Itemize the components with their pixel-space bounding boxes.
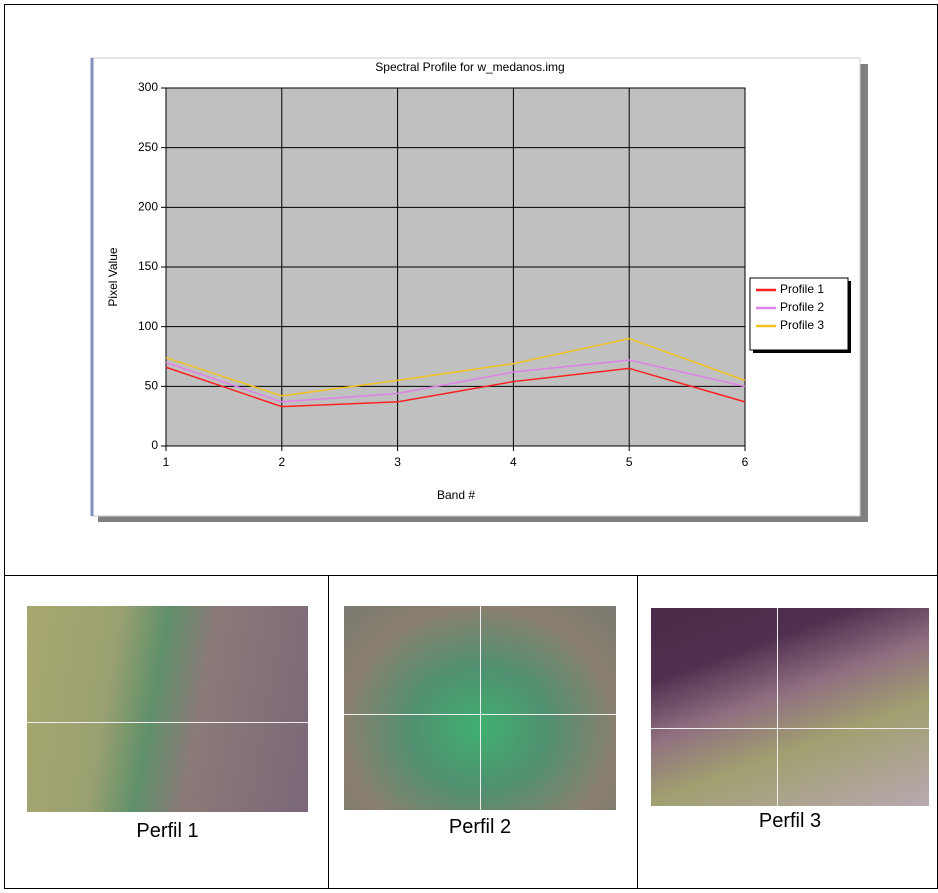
y-tick-label: 0 bbox=[151, 438, 158, 452]
y-tick-label: 300 bbox=[138, 80, 158, 94]
y-axis-label: Pixel Value bbox=[106, 247, 120, 306]
y-tick-label: 200 bbox=[138, 200, 158, 214]
x-tick-label: 4 bbox=[510, 455, 517, 469]
plot-border bbox=[165, 87, 746, 447]
y-tick-label: 150 bbox=[138, 259, 158, 273]
caption: Perfil 1 bbox=[136, 820, 199, 842]
series-line bbox=[165, 366, 746, 408]
x-tick-label: 6 bbox=[742, 455, 749, 469]
chart-title: Spectral Profile for w_medanos.img bbox=[375, 60, 564, 74]
legend-label: Profile 1 bbox=[780, 282, 824, 296]
x-tick-label: 1 bbox=[163, 455, 170, 469]
series-line bbox=[165, 359, 746, 403]
x-tick-label: 5 bbox=[626, 455, 633, 469]
satellite-image bbox=[651, 608, 929, 806]
caption: Perfil 3 bbox=[758, 810, 822, 832]
series-line bbox=[165, 337, 746, 397]
legend-label: Profile 2 bbox=[780, 300, 824, 314]
y-tick-label: 100 bbox=[138, 319, 158, 333]
satellite-image bbox=[344, 606, 616, 810]
y-tick-label: 50 bbox=[145, 379, 159, 393]
satellite-image bbox=[27, 606, 308, 812]
x-tick-label: 3 bbox=[394, 455, 401, 469]
y-tick-label: 250 bbox=[138, 140, 158, 154]
x-axis-label: Band # bbox=[437, 488, 475, 502]
chart: Spectral Profile for w_medanos.img Band … bbox=[90, 57, 868, 522]
caption: Perfil 2 bbox=[448, 816, 512, 838]
legend-label: Profile 3 bbox=[780, 318, 824, 332]
x-tick-label: 2 bbox=[278, 455, 285, 469]
